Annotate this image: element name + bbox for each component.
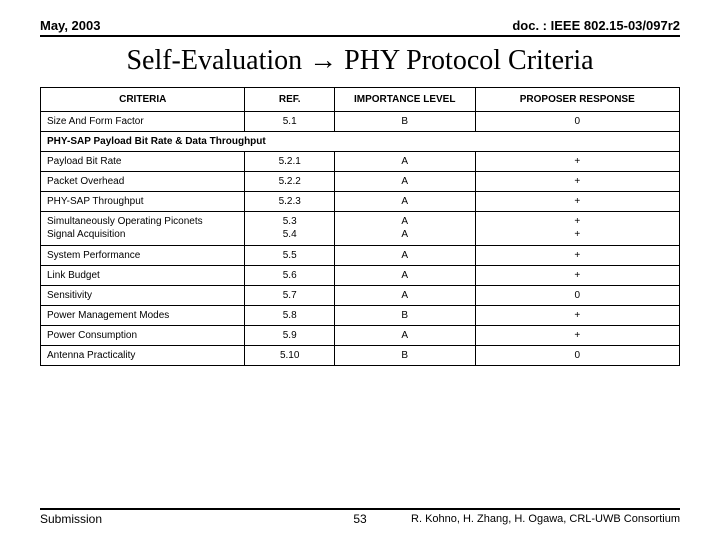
cell-ref: 5.1 (245, 112, 334, 132)
cell-resp: 0 (475, 346, 680, 366)
cell-level: A (334, 152, 475, 172)
cell-ref: 5.5 (245, 246, 334, 266)
footer: Submission 53 R. Kohno, H. Zhang, H. Oga… (40, 508, 680, 526)
cell-level: B (334, 112, 475, 132)
footer-left: Submission (40, 512, 102, 526)
section-label: PHY-SAP Payload Bit Rate & Data Throughp… (41, 132, 680, 152)
table-row: Power Management Modes5.8B+ (41, 306, 680, 326)
cell-criteria: Link Budget (41, 266, 245, 286)
cell-criteria: Power Management Modes (41, 306, 245, 326)
table-section-row: PHY-SAP Payload Bit Rate & Data Throughp… (41, 132, 680, 152)
cell-criteria: Size And Form Factor (41, 112, 245, 132)
cell-criteria: Power Consumption (41, 326, 245, 346)
table-row: Antenna Practicality5.10B0 (41, 346, 680, 366)
cell-level: A (334, 266, 475, 286)
cell-criteria: Payload Bit Rate (41, 152, 245, 172)
cell-criteria: Packet Overhead (41, 172, 245, 192)
cell-level: A (334, 192, 475, 212)
table-row: Power Consumption5.9A+ (41, 326, 680, 346)
table-row: Payload Bit Rate5.2.1A+ (41, 152, 680, 172)
header-date: May, 2003 (40, 18, 100, 33)
cell-resp: + (475, 192, 680, 212)
table-row: Size And Form Factor5.1B0 (41, 112, 680, 132)
cell-ref: 5.7 (245, 286, 334, 306)
cell-level: A (334, 286, 475, 306)
col-response: PROPOSER RESPONSE (475, 88, 680, 112)
table-row: Packet Overhead5.2.2A+ (41, 172, 680, 192)
page-title: Self-Evaluation → PHY Protocol Criteria (40, 45, 680, 77)
cell-ref: 5.35.4 (245, 212, 334, 246)
cell-resp: + (475, 152, 680, 172)
cell-criteria: Simultaneously Operating PiconetsSignal … (41, 212, 245, 246)
header: May, 2003 doc. : IEEE 802.15-03/097r2 (40, 18, 680, 37)
cell-level: A (334, 246, 475, 266)
cell-resp: ++ (475, 212, 680, 246)
cell-level: AA (334, 212, 475, 246)
col-importance: IMPORTANCE LEVEL (334, 88, 475, 112)
table-row: PHY-SAP Throughput5.2.3A+ (41, 192, 680, 212)
cell-resp: + (475, 246, 680, 266)
cell-resp: + (475, 306, 680, 326)
col-ref: REF. (245, 88, 334, 112)
cell-resp: + (475, 172, 680, 192)
table-header-row: CRITERIA REF. IMPORTANCE LEVEL PROPOSER … (41, 88, 680, 112)
cell-resp: + (475, 266, 680, 286)
criteria-table: CRITERIA REF. IMPORTANCE LEVEL PROPOSER … (40, 87, 680, 366)
cell-ref: 5.2.1 (245, 152, 334, 172)
footer-page-number: 53 (353, 512, 366, 526)
cell-criteria: Sensitivity (41, 286, 245, 306)
cell-level: A (334, 326, 475, 346)
footer-right: R. Kohno, H. Zhang, H. Ogawa, CRL-UWB Co… (411, 513, 680, 526)
table-row: System Performance5.5A+ (41, 246, 680, 266)
cell-level: B (334, 346, 475, 366)
cell-criteria: System Performance (41, 246, 245, 266)
table-row: Sensitivity5.7A0 (41, 286, 680, 306)
header-docnum: doc. : IEEE 802.15-03/097r2 (512, 18, 680, 33)
cell-ref: 5.10 (245, 346, 334, 366)
table-row: Simultaneously Operating PiconetsSignal … (41, 212, 680, 246)
cell-ref: 5.2.2 (245, 172, 334, 192)
cell-criteria: Antenna Practicality (41, 346, 245, 366)
cell-criteria: PHY-SAP Throughput (41, 192, 245, 212)
cell-level: A (334, 172, 475, 192)
cell-level: B (334, 306, 475, 326)
cell-ref: 5.8 (245, 306, 334, 326)
col-criteria: CRITERIA (41, 88, 245, 112)
table-row: Link Budget5.6A+ (41, 266, 680, 286)
cell-resp: 0 (475, 112, 680, 132)
cell-ref: 5.9 (245, 326, 334, 346)
cell-ref: 5.6 (245, 266, 334, 286)
cell-ref: 5.2.3 (245, 192, 334, 212)
cell-resp: + (475, 326, 680, 346)
cell-resp: 0 (475, 286, 680, 306)
